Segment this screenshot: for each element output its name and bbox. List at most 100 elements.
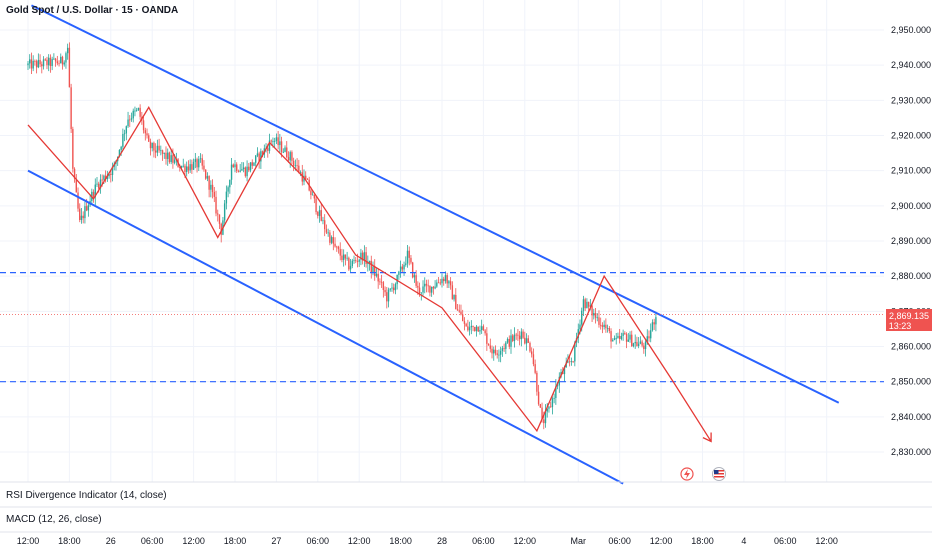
candle-body	[394, 284, 397, 291]
candle-body	[194, 159, 197, 162]
macd-indicator-label[interactable]: MACD (12, 26, close)	[6, 514, 102, 525]
candle-body	[191, 164, 193, 170]
candle-body	[84, 206, 86, 219]
candle-body	[437, 282, 440, 284]
candle-body	[125, 126, 128, 134]
price-tick-label: 2,900.000	[891, 201, 931, 211]
price-axis[interactable]: 2,950.000 2,940.000 2,930.000 2,920.000 2,91…	[884, 0, 932, 532]
price-tick-label: 2,850.000	[891, 377, 931, 387]
candle-body	[70, 87, 72, 130]
candle-body	[513, 334, 516, 341]
price-tick-label: 2,940.000	[891, 60, 931, 70]
candle-body	[63, 62, 65, 65]
candle-body	[94, 184, 96, 198]
candle-body	[518, 335, 521, 340]
candle-body	[220, 223, 222, 235]
flag-canton	[714, 470, 719, 474]
candle-body	[192, 161, 195, 170]
candle-body	[462, 314, 464, 322]
candle-body	[72, 129, 74, 169]
candle-body	[413, 275, 416, 278]
candle-body	[398, 271, 400, 275]
candle-body	[368, 260, 371, 264]
candle-body	[644, 341, 647, 350]
candle-body	[32, 60, 34, 69]
candle-body	[582, 299, 585, 311]
candle-body	[58, 63, 60, 65]
candle-body	[154, 150, 157, 153]
candle-body	[48, 57, 50, 66]
candle-body	[330, 237, 333, 243]
candle-body	[594, 312, 597, 318]
symbol-header[interactable]: Gold Spot / U.S. Dollar · 15 · OANDA	[6, 5, 179, 16]
candle-body	[329, 232, 331, 243]
candle-body	[646, 336, 648, 342]
candle-body	[543, 419, 545, 424]
zigzag-pattern	[27, 106, 712, 442]
candle-body	[315, 198, 317, 213]
event-icons[interactable]	[680, 467, 726, 481]
candle-body	[406, 250, 409, 264]
candle-body	[618, 335, 621, 339]
candle-body	[387, 289, 390, 302]
candle-body	[42, 59, 45, 67]
candle-body	[160, 150, 162, 152]
candle-body	[30, 59, 33, 69]
candle-body	[179, 167, 181, 168]
candle-body	[232, 164, 234, 168]
rsi-indicator-label[interactable]: RSI Divergence Indicator (14, close)	[6, 490, 167, 501]
candle-body	[631, 334, 633, 347]
candle-body	[73, 168, 76, 179]
candle-body	[603, 324, 605, 327]
flag-stripe	[714, 470, 724, 472]
chart-grid	[0, 0, 884, 482]
candle-body	[379, 281, 381, 283]
candle-body	[201, 158, 203, 166]
candle-body	[375, 273, 378, 276]
time-tick-label: 06:00	[141, 536, 164, 546]
price-tick-label: 2,950.000	[891, 25, 931, 35]
candle-body	[411, 262, 414, 278]
candle-body	[493, 349, 495, 354]
candle-body	[158, 145, 160, 151]
time-tick-label: 12:00	[514, 536, 537, 546]
candle-body	[584, 299, 586, 309]
time-tick-label: 27	[271, 536, 281, 546]
candle-body	[620, 335, 623, 339]
candle-body	[65, 53, 67, 63]
time-tick-label: 12:00	[182, 536, 205, 546]
candle-body	[156, 145, 159, 153]
candle-body	[146, 133, 148, 136]
time-tick-label: 12:00	[17, 536, 40, 546]
time-tick-label: 18:00	[58, 536, 81, 546]
candle-body	[129, 119, 131, 121]
price-tick-label: 2,890.000	[891, 236, 931, 246]
candle-body	[239, 170, 241, 172]
candle-body	[627, 339, 629, 342]
candle-body	[322, 220, 324, 222]
time-axis[interactable]: 12:00 18:00 26 06:00 12:00 18:00 27 06:00 12:00 1…	[17, 536, 838, 546]
time-tick-label: Mar	[571, 536, 587, 546]
candle-body	[458, 310, 460, 312]
candle-body	[66, 47, 69, 54]
candle-body	[87, 205, 90, 211]
candle-body	[648, 336, 650, 339]
candle-body	[456, 309, 459, 311]
candle-body	[79, 208, 81, 220]
candle-body	[541, 407, 543, 420]
candle-body	[425, 283, 428, 286]
candle-body	[417, 285, 419, 288]
candle-body	[418, 287, 421, 293]
candle-body	[29, 59, 31, 64]
candle-body	[251, 162, 253, 166]
candle-body	[267, 148, 269, 151]
candle-body	[289, 152, 291, 161]
candle-body	[482, 326, 485, 331]
candle-body	[103, 175, 105, 180]
candle-body	[536, 372, 538, 392]
candle-body	[311, 194, 314, 196]
candle-body	[377, 273, 379, 282]
countdown-value: 13:23	[889, 321, 912, 331]
